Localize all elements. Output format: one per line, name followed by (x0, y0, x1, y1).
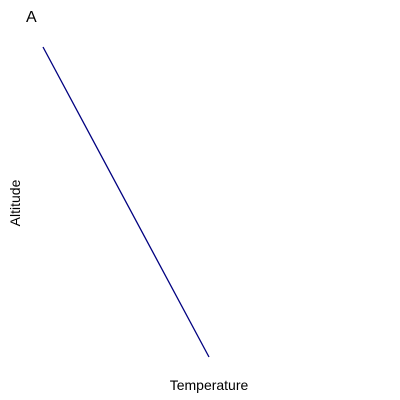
x-axis-label: Temperature (170, 377, 249, 393)
series-line-1 (42, 46, 210, 358)
plot-area (42, 46, 210, 358)
y-axis-label: Altitude (7, 179, 23, 226)
panel-label: A (26, 9, 37, 26)
